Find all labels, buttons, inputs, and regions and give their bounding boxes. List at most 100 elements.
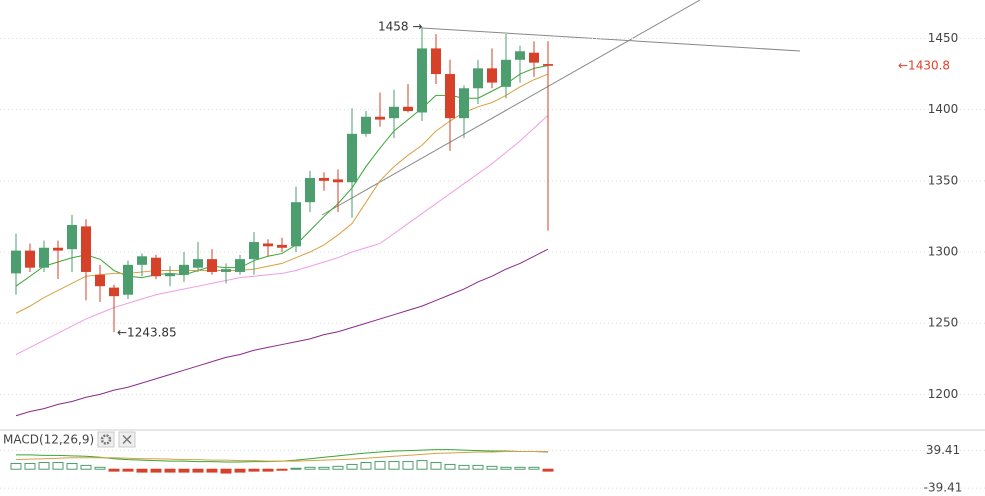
histogram-bar: [388, 461, 400, 470]
candle-body: [179, 264, 189, 275]
histogram-bar: [80, 464, 92, 470]
y-tick-label: 1300: [928, 245, 959, 259]
candle-body: [263, 243, 273, 247]
histogram-bar: [304, 466, 316, 470]
candle-body: [319, 177, 329, 181]
candle-body: [403, 106, 413, 112]
candle-body: [221, 269, 231, 272]
candle-body: [109, 287, 119, 297]
histogram-bar: [318, 466, 330, 470]
histogram-bar: [430, 462, 442, 470]
y-tick-label: 1200: [928, 387, 959, 401]
candle-body: [137, 256, 147, 265]
candle-body: [305, 177, 315, 203]
candle-body: [39, 247, 49, 268]
indicator-line: [15, 451, 548, 462]
histogram-bar: [486, 465, 498, 470]
indicator-line: [16, 449, 549, 463]
candle-body: [333, 179, 343, 183]
y-tick-label: 1400: [928, 102, 959, 116]
histogram-bar: [10, 462, 22, 470]
histogram-bar: [500, 466, 512, 470]
histogram-bar: [178, 468, 190, 473]
candle-body: [431, 48, 441, 75]
candle-body: [375, 116, 385, 120]
candle-body: [67, 224, 77, 250]
y-tick-label: 1250: [928, 316, 959, 330]
annotation: ←1430.8: [898, 59, 950, 73]
candle-body: [95, 274, 105, 287]
annotation: ←1243.85: [117, 326, 177, 340]
histogram-bar: [150, 468, 162, 473]
histogram-bar: [262, 468, 274, 472]
trend-line: [421, 27, 801, 52]
candle-body: [249, 242, 259, 260]
histogram-bar: [416, 460, 428, 470]
candle-body: [543, 64, 553, 66]
histogram-bar: [360, 462, 372, 470]
histogram-bar: [472, 464, 484, 470]
histogram-bar: [52, 462, 64, 470]
candle-body: [151, 257, 161, 277]
histogram-bar: [542, 468, 554, 472]
histogram-bar: [164, 468, 176, 473]
histogram-bar: [24, 462, 36, 470]
indicator-line: [15, 248, 549, 417]
candle-body: [501, 59, 511, 87]
candle-body: [207, 259, 217, 272]
macd-title: MACD(12,26,9): [3, 433, 94, 447]
histogram-bar: [122, 468, 134, 472]
histogram-bar: [220, 468, 232, 474]
histogram-bar: [290, 467, 302, 470]
histogram-bar: [206, 468, 218, 473]
trend-line: [321, 0, 701, 216]
candle-body: [81, 226, 91, 272]
candle-body: [459, 88, 469, 119]
candle-body: [347, 133, 357, 183]
candle-body: [529, 52, 539, 63]
histogram-bar: [136, 468, 148, 473]
settings-button[interactable]: [97, 431, 115, 448]
y-tick-label: 1350: [928, 173, 959, 187]
candle-body: [53, 247, 63, 251]
histogram-bar: [66, 462, 78, 470]
histogram-bar: [374, 461, 386, 470]
y-tick-label: 39.41: [926, 443, 960, 457]
y-tick-label: -39.41: [924, 481, 963, 495]
histogram-bar: [234, 468, 246, 473]
histogram-bar: [108, 468, 120, 472]
close-button[interactable]: [118, 431, 136, 448]
candle-body: [361, 116, 371, 134]
y-tick-label: 1450: [928, 31, 959, 45]
candle-body: [25, 250, 35, 268]
histogram-bar: [94, 466, 106, 470]
candle-body: [123, 264, 133, 295]
candle-body: [473, 68, 483, 89]
candle-body: [487, 68, 497, 83]
histogram-bar: [444, 463, 456, 470]
histogram-bar: [332, 465, 344, 470]
histogram-bar: [514, 466, 526, 470]
histogram-bar: [346, 463, 358, 470]
histogram-bar: [402, 461, 414, 470]
histogram-bar: [248, 468, 260, 472]
candle-body: [445, 74, 455, 119]
candle-body: [515, 51, 525, 60]
candle-body: [417, 48, 427, 113]
candle-body: [165, 273, 175, 277]
candle-body: [235, 259, 245, 272]
candle-body: [291, 202, 301, 247]
histogram-bar: [276, 468, 288, 471]
histogram-bar: [528, 466, 540, 470]
histogram-bar: [192, 468, 204, 473]
candle-body: [11, 250, 21, 274]
annotation: 1458 →: [378, 20, 422, 34]
candle-body: [193, 259, 203, 268]
candle-body: [389, 106, 399, 119]
histogram-bar: [38, 462, 50, 470]
indicator-line: [15, 114, 549, 355]
histogram-bar: [458, 464, 470, 470]
candle-body: [277, 244, 287, 248]
